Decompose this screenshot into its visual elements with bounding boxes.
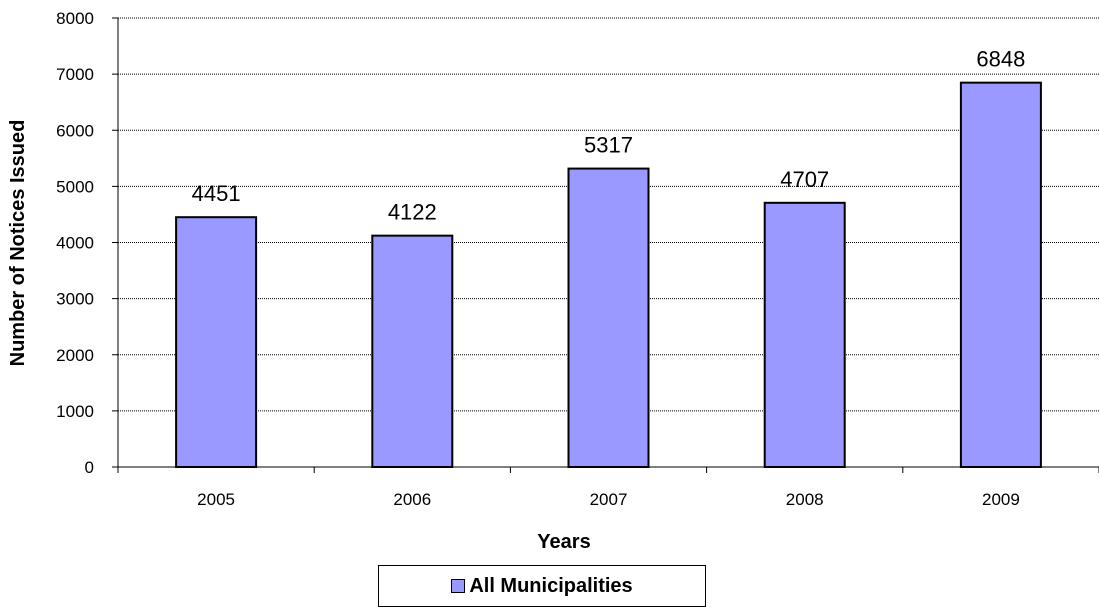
x-tick-label: 2005	[197, 490, 235, 509]
x-tick-label: 2006	[393, 490, 431, 509]
x-axis-title: Years	[537, 531, 590, 553]
bar-2005	[175, 216, 258, 468]
data-label: 6848	[976, 47, 1025, 72]
y-tick-label: 7000	[56, 65, 94, 84]
bar-2008	[763, 201, 846, 469]
legend: All Municipalities	[378, 565, 706, 607]
data-labels: 4451 4122 5317 4707 6848	[192, 47, 1026, 225]
bar-2007	[567, 167, 650, 468]
data-label: 4122	[388, 200, 437, 225]
y-tick-label: 5000	[56, 177, 94, 196]
x-tick-label: 2007	[590, 490, 628, 509]
data-label: 5317	[584, 133, 633, 158]
y-tick-label: 2000	[56, 346, 94, 365]
x-tick-label: 2008	[786, 490, 824, 509]
bar-2009	[959, 81, 1042, 468]
y-tick-label: 4000	[56, 234, 94, 253]
bar-2006	[371, 234, 454, 468]
y-tick-label: 6000	[56, 121, 94, 140]
data-label: 4707	[780, 167, 829, 192]
data-label: 4451	[192, 181, 241, 206]
x-tick-labels: 2005 2006 2007 2008 2009	[197, 490, 1020, 509]
y-tick-labels: 0 1000 2000 3000 4000 5000 6000 7000 8000	[56, 9, 94, 477]
y-tick-label: 0	[85, 458, 94, 477]
legend-label-all-municipalities: All Municipalities	[469, 574, 633, 597]
y-tick-label: 1000	[56, 402, 94, 421]
x-tick-label: 2009	[982, 490, 1020, 509]
bars	[175, 81, 1042, 469]
y-tick-label: 8000	[56, 9, 94, 28]
legend-swatch	[451, 579, 466, 593]
axes	[112, 17, 1099, 473]
y-axis-title: Number of Notices Issued	[7, 120, 29, 367]
y-tick-label: 3000	[56, 290, 94, 309]
